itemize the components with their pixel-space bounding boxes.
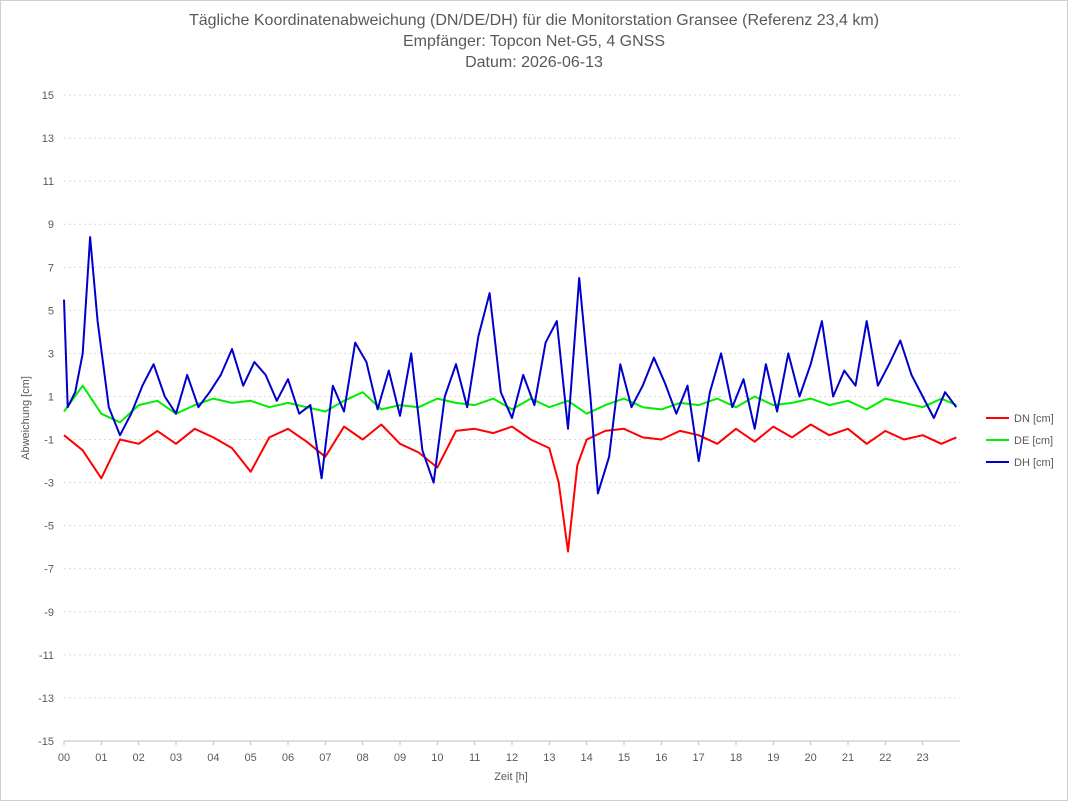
x-tick-label: 23 bbox=[917, 752, 929, 764]
x-tick-label: 18 bbox=[730, 752, 742, 764]
legend-label: DE [cm] bbox=[1014, 435, 1053, 447]
chart-date: Datum: 2026-06-13 bbox=[465, 54, 603, 71]
y-tick-label: 13 bbox=[42, 133, 54, 145]
series-lines bbox=[63, 236, 958, 553]
y-tick-label: 7 bbox=[48, 262, 54, 274]
x-tick-label: 06 bbox=[282, 752, 294, 764]
y-tick-label: 5 bbox=[48, 305, 54, 317]
x-tick-label: 00 bbox=[58, 752, 70, 764]
x-tick-label: 22 bbox=[879, 752, 891, 764]
x-tick-label: 15 bbox=[618, 752, 630, 764]
x-tick-label: 16 bbox=[655, 752, 667, 764]
x-tick-label: 14 bbox=[581, 752, 593, 764]
chart-titles: Tägliche Koordinatenabweichung (DN/DE/DH… bbox=[0, 10, 1068, 73]
x-tick-label: 17 bbox=[693, 752, 705, 764]
chart-title: Tägliche Koordinatenabweichung (DN/DE/DH… bbox=[188, 12, 880, 29]
legend: DN [cm] DE [cm] DH [cm] bbox=[986, 413, 1054, 469]
y-tick-label: 1 bbox=[48, 391, 54, 403]
y-tick-labels: 15 13 11 9 7 5 3 1 -1 -3 -5 -7 -9 -11 -13 -15 bbox=[38, 90, 54, 748]
y-tick-label: 15 bbox=[42, 90, 54, 102]
gridlines bbox=[64, 94, 960, 742]
y-tick-label: -7 bbox=[44, 564, 54, 576]
x-tick-label: 20 bbox=[805, 752, 817, 764]
y-tick-label: 9 bbox=[48, 219, 54, 231]
x-tick-label: 10 bbox=[431, 752, 443, 764]
y-tick-label: -11 bbox=[39, 650, 54, 662]
x-tick-label: 05 bbox=[245, 752, 257, 764]
x-tick-label: 21 bbox=[842, 752, 854, 764]
y-axis-label: Abweichung [cm] bbox=[20, 376, 32, 460]
y-tick-label: 11 bbox=[43, 176, 54, 188]
x-tick-labels: 00 01 02 03 04 05 06 07 08 09 10 11 12 13 14 15 16 17 18 19… bbox=[58, 741, 929, 764]
x-tick-label: 19 bbox=[767, 752, 779, 764]
x-tick-label: 13 bbox=[543, 752, 555, 764]
y-tick-label: -5 bbox=[44, 521, 54, 533]
x-tick-label: 04 bbox=[207, 752, 219, 764]
x-tick-label: 02 bbox=[133, 752, 145, 764]
series-line-dh bbox=[63, 236, 958, 495]
x-tick-label: 09 bbox=[394, 752, 406, 764]
chart-subtitle: Empfänger: Topcon Net-G5, 4 GNSS bbox=[402, 33, 666, 50]
y-tick-label: -9 bbox=[44, 607, 54, 619]
y-tick-label: -3 bbox=[44, 478, 54, 490]
y-tick-label: -1 bbox=[44, 435, 54, 447]
x-tick-label: 07 bbox=[319, 752, 331, 764]
series-line-de bbox=[63, 384, 957, 424]
y-tick-label: -15 bbox=[38, 736, 54, 748]
x-tick-label: 08 bbox=[357, 752, 369, 764]
y-tick-label: 3 bbox=[48, 348, 54, 360]
legend-label: DH [cm] bbox=[1014, 457, 1054, 469]
x-tick-label: 11 bbox=[469, 752, 480, 764]
series-line-dn bbox=[63, 423, 957, 553]
x-tick-label: 12 bbox=[506, 752, 518, 764]
legend-label: DN [cm] bbox=[1014, 413, 1054, 425]
x-tick-label: 03 bbox=[170, 752, 182, 764]
y-tick-label: -13 bbox=[38, 693, 54, 705]
x-tick-label: 01 bbox=[95, 752, 107, 764]
x-axis-label: Zeit [h] bbox=[494, 771, 528, 783]
